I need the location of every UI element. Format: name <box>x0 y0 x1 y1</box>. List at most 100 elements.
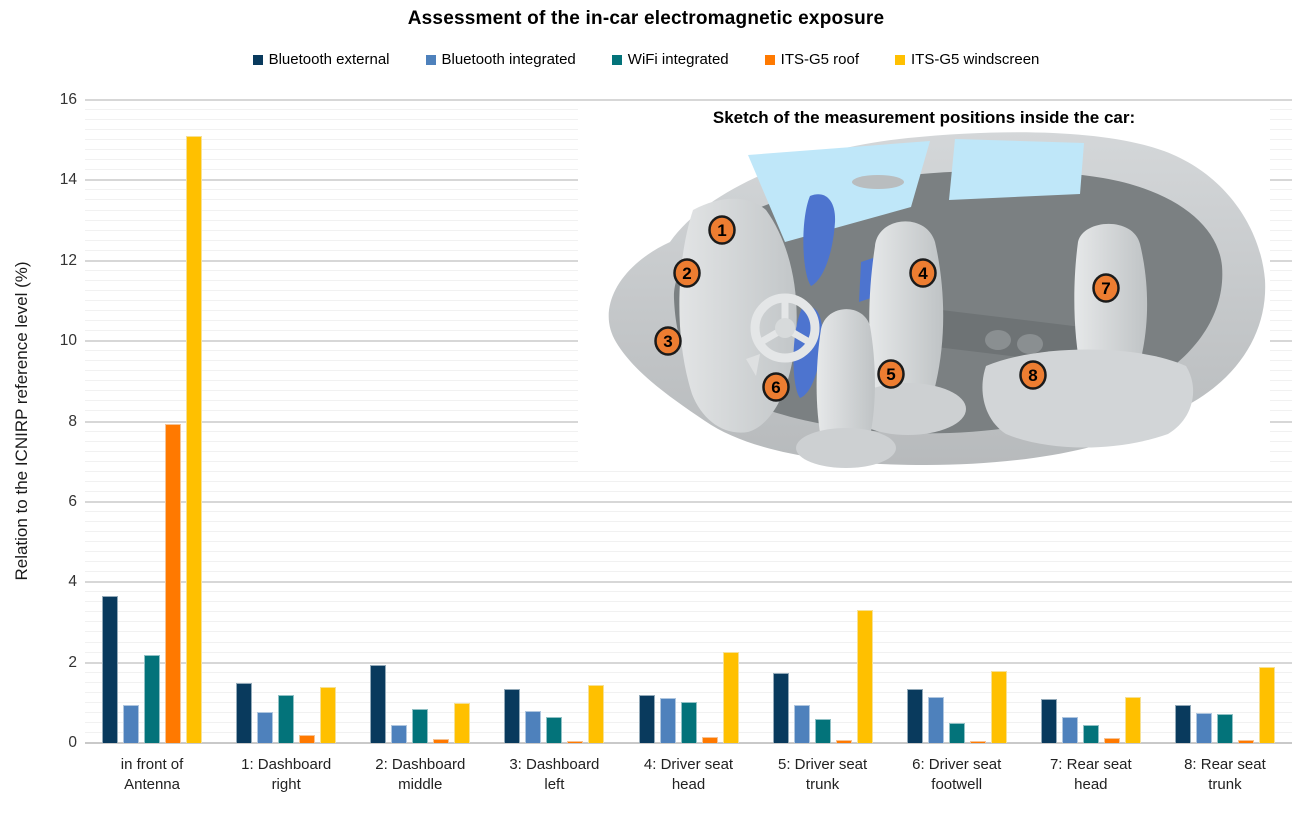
major-gridline <box>85 581 1292 584</box>
bar-its-g5-roof <box>299 734 316 743</box>
x-category-label: 3: Dashboard left <box>509 756 600 794</box>
bar-wifi-integrated <box>1082 724 1099 743</box>
position-marker-circle <box>877 359 905 389</box>
legend: Bluetooth external Bluetooth integrated Wi… <box>0 51 1292 68</box>
bar-its-g5-roof <box>433 738 450 743</box>
bar-its-g5-windscreen <box>1124 696 1141 743</box>
position-marker-number: 2 <box>682 264 691 283</box>
bar-its-g5-roof <box>567 740 584 743</box>
door-accent-upper <box>803 194 836 286</box>
car-sketch-image: 1 2 3 4 5 6 7 8 <box>608 132 1266 468</box>
bar-its-g5-roof <box>1103 737 1120 743</box>
bar-bluetooth-integrated <box>659 698 676 743</box>
x-category-label: in front of Antenna <box>120 756 184 794</box>
bar-its-g5-windscreen <box>320 686 337 743</box>
x-category-label: 2: Dashboard middle <box>375 756 466 794</box>
bar-wifi-integrated <box>412 708 429 743</box>
y-tick-label: 6 <box>68 492 77 510</box>
legend-item: WiFi integrated <box>611 51 729 68</box>
legend-label: ITS-G5 roof <box>780 51 860 68</box>
y-tick-label: 8 <box>68 412 77 430</box>
y-tick-label: 12 <box>59 251 77 269</box>
minor-gridline <box>85 621 1292 623</box>
bar-bluetooth-external <box>504 688 521 743</box>
position-marker-number: 7 <box>1101 279 1110 298</box>
bar-bluetooth-external <box>370 664 387 743</box>
bar-bluetooth-external <box>102 596 119 743</box>
legend-item: Bluetooth integrated <box>425 51 576 68</box>
front-seat-cushion <box>850 383 966 435</box>
y-tick-label: 0 <box>68 734 77 751</box>
bar-bluetooth-integrated <box>1195 712 1212 743</box>
minor-gridline <box>85 611 1292 613</box>
position-marker-number: 6 <box>771 378 780 397</box>
steering-wheel <box>746 293 820 376</box>
x-category-label: 5: Driver seat trunk <box>778 756 868 794</box>
bar-its-g5-windscreen <box>588 684 605 743</box>
bar-bluetooth-integrated <box>257 711 274 743</box>
y-tick-label: 10 <box>59 332 77 350</box>
position-marker-circle <box>708 215 736 245</box>
bar-bluetooth-integrated <box>1061 716 1078 743</box>
inset-title: Sketch of the measurement positions insi… <box>712 108 1136 127</box>
minor-gridline <box>85 490 1292 492</box>
rear-bench <box>982 349 1194 448</box>
bar-wifi-integrated <box>948 722 965 743</box>
x-category-label: 8: Rear seat trunk <box>1184 756 1266 794</box>
y-tick-label: 16 <box>59 91 77 108</box>
legend-swatch-icon <box>895 54 906 65</box>
minor-gridline <box>85 631 1292 633</box>
legend-label: WiFi integrated <box>627 51 729 68</box>
position-marker-circle <box>762 372 790 402</box>
measurement-markers: 1 2 3 4 5 6 7 8 <box>654 215 1120 402</box>
position-marker-circle <box>1019 360 1047 390</box>
position-marker-number: 1 <box>717 221 726 240</box>
position-marker-number: 5 <box>886 365 895 384</box>
driver-seat-cushion <box>796 428 896 468</box>
dashboard <box>679 198 797 433</box>
y-tick-label: 14 <box>59 171 77 189</box>
bar-its-g5-roof <box>969 741 986 743</box>
bar-bluetooth-external <box>1174 704 1191 743</box>
minor-gridline <box>85 681 1292 683</box>
car-sketch-inset: Sketch of the measurement positions insi… <box>578 104 1270 470</box>
legend-item: Bluetooth external <box>252 51 390 68</box>
bar-its-g5-windscreen <box>454 702 471 743</box>
position-marker-number: 8 <box>1028 366 1037 385</box>
bar-bluetooth-external <box>1040 698 1057 743</box>
y-tick-label: 4 <box>68 573 77 591</box>
x-category-label: 4: Driver seat head <box>643 756 734 794</box>
bar-wifi-integrated <box>1216 714 1233 743</box>
windscreen-right <box>949 139 1084 200</box>
minor-gridline <box>85 591 1292 593</box>
minor-gridline <box>85 541 1292 543</box>
bar-its-g5-windscreen <box>990 670 1007 743</box>
bar-its-g5-windscreen <box>1258 666 1275 743</box>
position-marker-number: 3 <box>663 332 672 351</box>
major-gridline <box>85 500 1292 503</box>
windscreen-left <box>748 141 930 242</box>
minor-gridline <box>85 601 1292 603</box>
driver-seat-back <box>816 309 875 464</box>
y-tick-label: 2 <box>68 653 77 671</box>
minor-gridline <box>85 671 1292 673</box>
bar-its-g5-roof <box>701 736 718 743</box>
major-gridline <box>85 99 1292 101</box>
minor-gridline <box>85 641 1292 643</box>
bar-bluetooth-integrated <box>123 704 140 743</box>
bar-bluetooth-integrated <box>793 704 810 743</box>
bar-its-g5-windscreen <box>186 136 203 743</box>
position-marker-circle <box>1092 273 1120 303</box>
bar-bluetooth-external <box>772 672 789 743</box>
bar-bluetooth-integrated <box>525 710 542 743</box>
major-gridline <box>85 661 1292 664</box>
x-category-label: 6: Driver seat footwell <box>912 756 1002 794</box>
bar-its-g5-roof <box>835 740 852 743</box>
bar-wifi-integrated <box>144 654 161 743</box>
bar-its-g5-roof <box>165 423 182 743</box>
bar-bluetooth-integrated <box>927 696 944 743</box>
cupholder <box>985 330 1011 350</box>
minor-gridline <box>85 561 1292 563</box>
legend-swatch-icon <box>764 54 775 65</box>
